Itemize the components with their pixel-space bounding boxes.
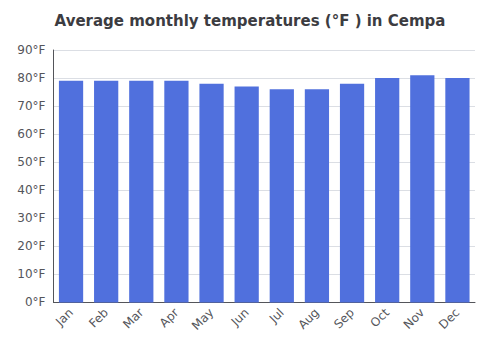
- svg-text:May: May: [189, 306, 216, 333]
- svg-text:30°F: 30°F: [17, 211, 45, 225]
- svg-text:Apr: Apr: [157, 305, 182, 330]
- svg-text:20°F: 20°F: [17, 239, 45, 253]
- svg-text:80°F: 80°F: [17, 71, 45, 85]
- svg-text:Aug: Aug: [295, 306, 321, 332]
- svg-text:70°F: 70°F: [17, 99, 45, 113]
- svg-text:Dec: Dec: [436, 306, 462, 332]
- svg-text:Oct: Oct: [368, 305, 393, 330]
- svg-text:Jul: Jul: [266, 306, 287, 327]
- svg-text:Sep: Sep: [331, 306, 357, 332]
- svg-text:Mar: Mar: [120, 305, 146, 331]
- svg-text:Jun: Jun: [228, 306, 252, 330]
- svg-text:10°F: 10°F: [17, 267, 45, 281]
- svg-text:Nov: Nov: [401, 306, 427, 332]
- svg-text:40°F: 40°F: [17, 183, 45, 197]
- svg-text:60°F: 60°F: [17, 127, 45, 141]
- svg-text:0°F: 0°F: [25, 295, 46, 309]
- svg-text:Average monthly temperatures (: Average monthly temperatures (°F ) in Ce…: [55, 12, 446, 30]
- svg-text:50°F: 50°F: [17, 155, 45, 169]
- svg-text:Jan: Jan: [52, 306, 76, 330]
- svg-text:90°F: 90°F: [17, 43, 45, 57]
- svg-text:Feb: Feb: [86, 306, 111, 331]
